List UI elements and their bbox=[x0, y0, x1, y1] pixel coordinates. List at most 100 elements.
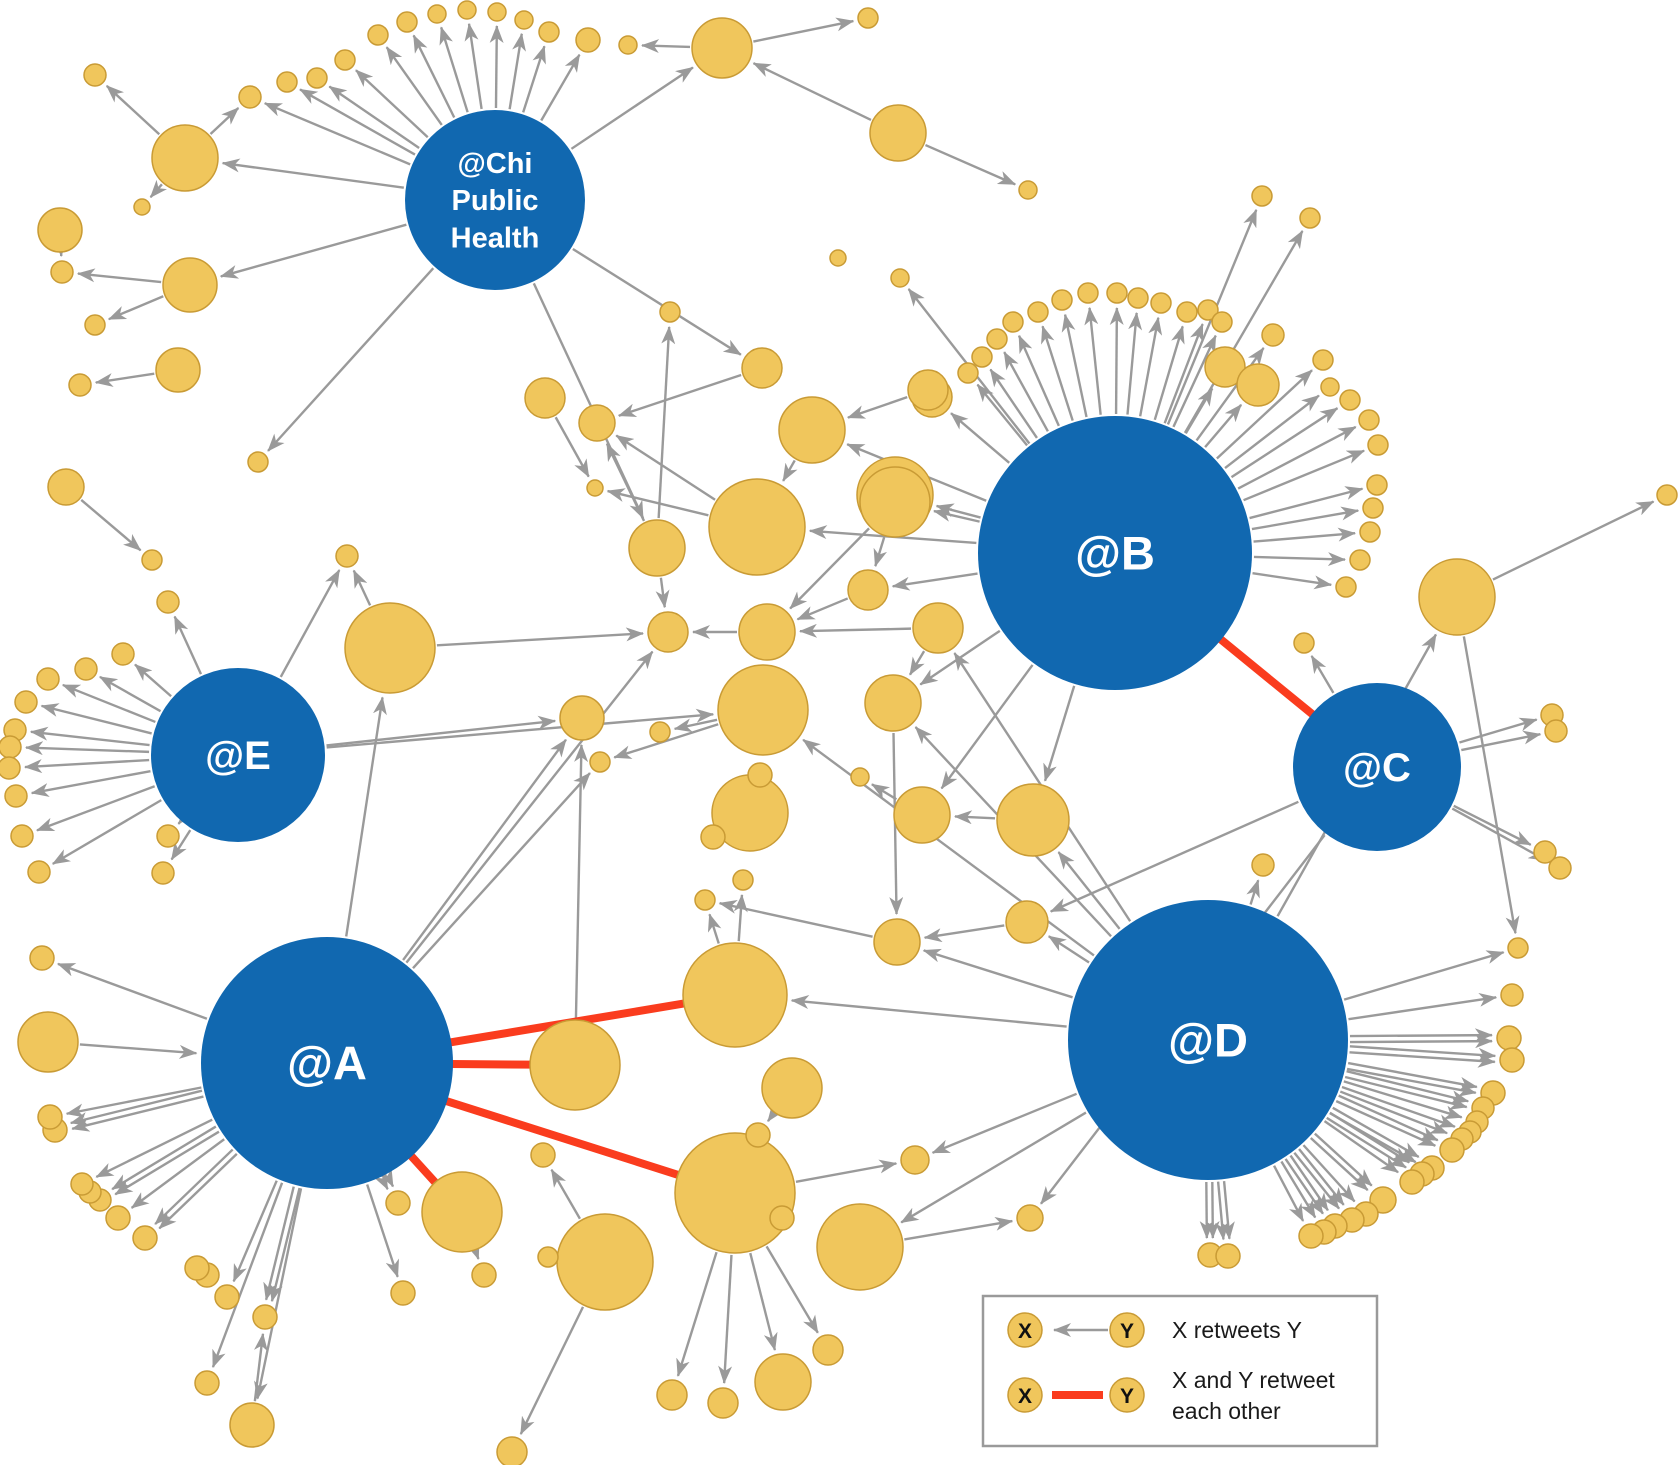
member-node[interactable] bbox=[1211, 311, 1233, 333]
member-node[interactable] bbox=[155, 347, 201, 393]
member-node[interactable] bbox=[252, 1304, 278, 1330]
member-node[interactable] bbox=[971, 346, 993, 368]
member-node[interactable] bbox=[893, 786, 951, 844]
member-node[interactable] bbox=[816, 1203, 904, 1291]
member-node[interactable] bbox=[36, 667, 60, 691]
member-node[interactable] bbox=[457, 0, 477, 20]
member-node[interactable] bbox=[1204, 346, 1246, 388]
member-node[interactable] bbox=[890, 268, 910, 288]
hub-node-b[interactable] bbox=[978, 416, 1252, 690]
member-node[interactable] bbox=[306, 67, 328, 89]
member-node[interactable] bbox=[10, 824, 34, 848]
member-node[interactable] bbox=[1500, 983, 1524, 1007]
member-node[interactable] bbox=[912, 602, 964, 654]
member-node[interactable] bbox=[747, 762, 773, 788]
member-node[interactable] bbox=[70, 1172, 94, 1196]
member-node[interactable] bbox=[1418, 558, 1496, 636]
member-node[interactable] bbox=[1176, 301, 1198, 323]
member-node[interactable] bbox=[84, 314, 106, 336]
member-node[interactable] bbox=[1367, 434, 1389, 456]
member-node[interactable] bbox=[1335, 576, 1357, 598]
member-node[interactable] bbox=[1496, 1025, 1522, 1051]
member-node[interactable] bbox=[29, 945, 55, 971]
member-node[interactable] bbox=[1016, 1204, 1044, 1232]
member-node[interactable] bbox=[1358, 409, 1380, 431]
member-node[interactable] bbox=[864, 674, 922, 732]
member-node[interactable] bbox=[1299, 207, 1321, 229]
member-node[interactable] bbox=[707, 1387, 739, 1419]
member-node[interactable] bbox=[986, 328, 1008, 350]
member-node[interactable] bbox=[1369, 1186, 1397, 1214]
member-node[interactable] bbox=[276, 71, 298, 93]
member-node[interactable] bbox=[83, 63, 107, 87]
member-node[interactable] bbox=[778, 396, 846, 464]
member-node[interactable] bbox=[1002, 311, 1024, 333]
member-node[interactable] bbox=[50, 260, 74, 284]
member-node[interactable] bbox=[537, 1246, 559, 1268]
member-node[interactable] bbox=[74, 657, 98, 681]
member-node[interactable] bbox=[674, 1132, 796, 1254]
member-node[interactable] bbox=[694, 889, 716, 911]
member-node[interactable] bbox=[334, 49, 356, 71]
member-node[interactable] bbox=[151, 124, 219, 192]
member-node[interactable] bbox=[900, 1145, 930, 1175]
member-node[interactable] bbox=[1366, 474, 1388, 496]
member-node[interactable] bbox=[344, 602, 436, 694]
member-node[interactable] bbox=[656, 1379, 688, 1411]
member-node[interactable] bbox=[1293, 632, 1315, 654]
member-node[interactable] bbox=[496, 1436, 528, 1465]
member-node[interactable] bbox=[1349, 549, 1371, 571]
member-node[interactable] bbox=[869, 104, 927, 162]
member-node[interactable] bbox=[1359, 521, 1381, 543]
member-node[interactable] bbox=[1027, 301, 1049, 323]
member-node[interactable] bbox=[538, 21, 560, 43]
member-node[interactable] bbox=[68, 373, 92, 397]
member-node[interactable] bbox=[194, 1370, 220, 1396]
member-node[interactable] bbox=[829, 249, 847, 267]
member-node[interactable] bbox=[1656, 484, 1678, 506]
member-node[interactable] bbox=[238, 85, 262, 109]
member-node[interactable] bbox=[156, 590, 180, 614]
member-node[interactable] bbox=[741, 347, 783, 389]
member-node[interactable] bbox=[0, 756, 21, 780]
member-node[interactable] bbox=[247, 451, 269, 473]
hub-node-e[interactable] bbox=[151, 668, 325, 842]
member-node[interactable] bbox=[618, 35, 638, 55]
member-node[interactable] bbox=[1077, 282, 1099, 304]
member-node[interactable] bbox=[530, 1142, 556, 1168]
member-node[interactable] bbox=[847, 569, 889, 611]
member-node[interactable] bbox=[586, 479, 604, 497]
member-node[interactable] bbox=[17, 1011, 79, 1073]
member-node[interactable] bbox=[1298, 1223, 1324, 1249]
member-node[interactable] bbox=[1399, 1169, 1425, 1195]
member-node[interactable] bbox=[47, 468, 85, 506]
member-node[interactable] bbox=[659, 301, 681, 323]
member-node[interactable] bbox=[427, 4, 447, 24]
member-node[interactable] bbox=[1215, 1243, 1241, 1269]
member-node[interactable] bbox=[850, 767, 870, 787]
member-node[interactable] bbox=[1197, 299, 1219, 321]
member-node[interactable] bbox=[559, 695, 605, 741]
member-node[interactable] bbox=[4, 784, 28, 808]
member-node[interactable] bbox=[390, 1280, 416, 1306]
member-node[interactable] bbox=[37, 207, 83, 253]
member-node[interactable] bbox=[682, 942, 788, 1048]
member-node[interactable] bbox=[732, 869, 754, 891]
member-node[interactable] bbox=[628, 519, 686, 577]
member-node[interactable] bbox=[1251, 853, 1275, 877]
member-node[interactable] bbox=[589, 751, 611, 773]
hub-node-a[interactable] bbox=[201, 937, 453, 1189]
member-node[interactable] bbox=[1320, 377, 1340, 397]
member-node[interactable] bbox=[745, 1122, 771, 1148]
hub-node-c[interactable] bbox=[1293, 683, 1461, 851]
member-node[interactable] bbox=[133, 198, 151, 216]
member-node[interactable] bbox=[761, 1057, 823, 1119]
member-node[interactable] bbox=[14, 690, 38, 714]
member-node[interactable] bbox=[754, 1353, 812, 1411]
member-node[interactable] bbox=[769, 1205, 795, 1231]
member-node[interactable] bbox=[556, 1213, 654, 1311]
member-node[interactable] bbox=[691, 17, 753, 79]
member-node[interactable] bbox=[1150, 292, 1172, 314]
member-node[interactable] bbox=[857, 7, 879, 29]
member-node[interactable] bbox=[812, 1334, 844, 1366]
